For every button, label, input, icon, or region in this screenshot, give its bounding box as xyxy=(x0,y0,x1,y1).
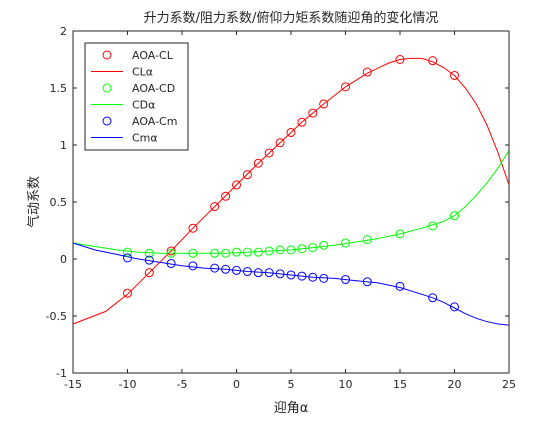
data-point-aoa-cd xyxy=(253,247,263,257)
data-point-aoa-cm xyxy=(428,293,438,303)
x-tick-label: 20 xyxy=(448,378,462,391)
x-tick-label: -5 xyxy=(177,378,188,391)
data-point-aoa-cl xyxy=(275,138,285,148)
y-tick-label: -1 xyxy=(56,367,67,380)
data-point-aoa-cm xyxy=(362,277,372,287)
data-point-aoa-cd xyxy=(341,238,350,248)
data-point-aoa-cd xyxy=(275,245,285,255)
data-point-aoa-cd xyxy=(166,248,176,258)
legend: AOA-CL CLα AOA-CD CDα AOA-Cm Cmα xyxy=(84,42,189,151)
legend-box xyxy=(84,42,189,151)
data-point-aoa-cl xyxy=(428,56,438,66)
data-point-aoa-cd xyxy=(395,229,405,239)
x-tick-label: -10 xyxy=(119,378,137,391)
legend-label: AOA-CD xyxy=(132,82,175,95)
y-tick-label: -0.5 xyxy=(46,310,67,323)
data-point-aoa-cm xyxy=(242,267,252,277)
legend-label: CDα xyxy=(132,99,155,112)
data-point-aoa-cd xyxy=(123,247,132,257)
data-point-aoa-cd xyxy=(308,243,318,253)
data-point-aoa-cl xyxy=(362,67,372,77)
data-point-aoa-cl xyxy=(188,223,198,233)
data-point-aoa-cd xyxy=(286,245,296,255)
data-point-aoa-cd xyxy=(242,247,252,257)
y-tick-label: 2 xyxy=(60,25,67,38)
legend-label: Cmα xyxy=(132,132,158,145)
data-point-aoa-cm xyxy=(232,265,241,275)
data-point-aoa-cl xyxy=(341,82,350,92)
data-point-aoa-cl xyxy=(210,202,220,212)
data-point-aoa-cd xyxy=(428,221,438,231)
data-point-aoa-cd xyxy=(144,248,154,258)
data-point-aoa-cd xyxy=(188,248,198,258)
data-point-aoa-cl xyxy=(221,191,231,201)
data-point-aoa-cd xyxy=(232,247,241,257)
data-point-aoa-cm xyxy=(275,269,285,279)
data-point-aoa-cl xyxy=(232,180,241,190)
data-point-aoa-cl xyxy=(286,127,296,137)
legend-marker-swatch xyxy=(102,83,112,93)
y-tick-label: 1.5 xyxy=(50,82,68,95)
ticks-layer: -15 -10 -5 0 5 10 15 20 25 -1 -0.5 0 0.5 1 1.5 2 xyxy=(46,25,516,391)
x-tick-label: 0 xyxy=(233,378,240,391)
legend-label: AOA-CL xyxy=(132,49,174,62)
curves-layer xyxy=(72,57,510,326)
data-point-aoa-cm xyxy=(308,272,318,282)
chart-title: 升力系数/阻力系数/俯仰力矩系数随迎角的变化情况 xyxy=(144,10,439,26)
data-point-aoa-cd xyxy=(210,248,220,258)
x-tick-label: 5 xyxy=(288,378,295,391)
data-point-aoa-cl xyxy=(264,148,274,158)
data-point-aoa-cm xyxy=(450,302,459,312)
data-point-aoa-cm xyxy=(210,263,220,273)
y-tick-label: 1 xyxy=(60,139,67,152)
data-point-aoa-cl xyxy=(450,70,459,80)
legend-marker-swatch xyxy=(102,50,112,60)
legend-marker-swatch xyxy=(102,116,112,126)
data-point-aoa-cm xyxy=(319,273,329,283)
data-point-aoa-cl xyxy=(166,246,176,256)
data-point-aoa-cd xyxy=(450,211,459,221)
markers-layer xyxy=(123,55,459,312)
data-point-aoa-cl xyxy=(319,99,329,109)
data-point-aoa-cd xyxy=(221,248,231,258)
data-point-aoa-cm xyxy=(144,255,154,265)
data-point-aoa-cl xyxy=(242,170,252,180)
data-point-aoa-cl xyxy=(144,268,154,278)
x-tick-label: 10 xyxy=(339,378,353,391)
x-tick-label: -15 xyxy=(64,378,82,391)
data-point-aoa-cl xyxy=(123,288,132,298)
data-point-aoa-cd xyxy=(319,240,329,250)
data-point-aoa-cd xyxy=(264,246,274,256)
data-point-aoa-cm xyxy=(297,271,307,281)
data-point-aoa-cl xyxy=(395,55,405,64)
y-tick-label: 0 xyxy=(60,253,67,266)
data-point-aoa-cl xyxy=(253,158,263,168)
x-tick-label: 25 xyxy=(502,378,516,391)
y-axis-label: 气动系数 xyxy=(26,176,42,228)
legend-label: AOA-Cm xyxy=(132,115,177,128)
legend-label: CLα xyxy=(132,66,153,79)
data-point-aoa-cm xyxy=(341,275,350,285)
data-point-aoa-cl xyxy=(308,108,318,118)
data-point-aoa-cm xyxy=(221,264,231,274)
data-point-aoa-cd xyxy=(297,244,307,254)
x-axis-label: 迎角α xyxy=(274,401,309,416)
x-tick-label: 15 xyxy=(393,378,407,391)
series-line-cd xyxy=(72,150,510,254)
data-point-aoa-cm xyxy=(166,259,176,269)
data-point-aoa-cm xyxy=(395,281,405,291)
data-point-aoa-cm xyxy=(253,268,263,278)
data-point-aoa-cm xyxy=(188,261,198,271)
series-line-cm xyxy=(72,242,510,326)
data-point-aoa-cm xyxy=(123,253,132,263)
data-point-aoa-cm xyxy=(264,268,274,278)
y-tick-label: 0.5 xyxy=(50,196,68,209)
data-point-aoa-cl xyxy=(297,117,307,127)
data-point-aoa-cd xyxy=(362,235,372,245)
series-line-cl xyxy=(72,57,510,325)
data-point-aoa-cm xyxy=(286,270,296,280)
